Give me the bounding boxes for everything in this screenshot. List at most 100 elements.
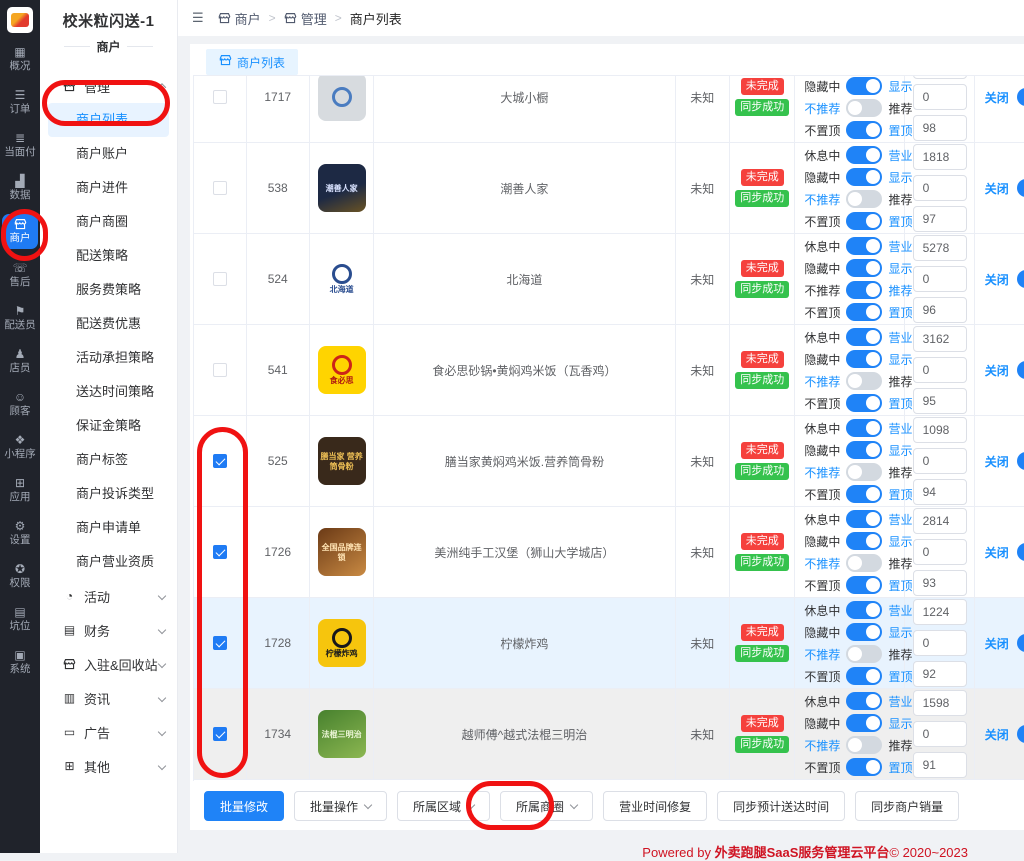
rail-item-face-pay[interactable]: ≣ 当面付: [0, 128, 40, 162]
recommend-toggle[interactable]: [846, 99, 883, 117]
sidebar-item-配送策略[interactable]: 配送策略: [76, 248, 129, 263]
visible-toggle[interactable]: [846, 77, 883, 95]
rail-item-permission[interactable]: ✪ 权限: [0, 559, 40, 593]
number-input[interactable]: [912, 388, 967, 414]
sidebar-item-服务费策略[interactable]: 服务费策略: [76, 282, 142, 297]
top-toggle[interactable]: [846, 758, 883, 776]
breadcrumb-管理[interactable]: 管理: [284, 9, 327, 28]
close-link[interactable]: 关闭: [984, 636, 1009, 651]
edge-clipped-toggle[interactable]: [1016, 634, 1024, 652]
number-input[interactable]: [912, 297, 967, 323]
rail-item-staff[interactable]: ♟ 店员: [0, 344, 40, 378]
close-link[interactable]: 关闭: [984, 727, 1009, 742]
sidebar-item-送达时间策略[interactable]: 送达时间策略: [76, 384, 155, 399]
number-input[interactable]: [912, 206, 967, 232]
recommend-toggle[interactable]: [846, 190, 883, 208]
visible-toggle[interactable]: [846, 350, 883, 368]
rail-item-slot[interactable]: ▤ 坑位: [0, 602, 40, 636]
menu-group-资讯[interactable]: ▥ 资讯: [40, 681, 177, 715]
row-checkbox[interactable]: [212, 454, 227, 468]
visible-toggle[interactable]: [846, 168, 883, 186]
business-toggle[interactable]: [846, 692, 883, 710]
close-link[interactable]: 关闭: [984, 181, 1009, 196]
number-input[interactable]: [912, 144, 967, 170]
number-input[interactable]: [912, 326, 967, 352]
business-toggle[interactable]: [846, 146, 883, 164]
number-input[interactable]: [912, 630, 967, 656]
recommend-toggle[interactable]: [846, 463, 883, 481]
close-link[interactable]: 关闭: [984, 90, 1009, 105]
button-营业时间修复[interactable]: 营业时间修复: [603, 791, 708, 821]
sidebar-item-保证金策略[interactable]: 保证金策略: [76, 418, 142, 433]
row-checkbox[interactable]: [212, 272, 227, 286]
number-input[interactable]: [912, 76, 967, 79]
row-checkbox[interactable]: [212, 363, 227, 377]
sidebar-item-商户申请单[interactable]: 商户申请单: [76, 520, 142, 535]
top-toggle[interactable]: [846, 212, 883, 230]
business-toggle[interactable]: [846, 328, 883, 346]
visible-toggle[interactable]: [846, 623, 883, 641]
edge-clipped-toggle[interactable]: [1016, 88, 1024, 106]
menu-fold-icon[interactable]: ☰: [192, 10, 204, 25]
button-批量操作[interactable]: 批量操作: [294, 791, 388, 821]
number-input[interactable]: [912, 539, 967, 565]
tab-merchant-list[interactable]: 商户列表: [206, 49, 299, 75]
business-toggle[interactable]: [846, 237, 883, 255]
sidebar-item-商户投诉类型[interactable]: 商户投诉类型: [76, 486, 155, 501]
rail-item-courier[interactable]: ⚑ 配送员: [0, 301, 40, 335]
visible-toggle[interactable]: [846, 532, 883, 550]
button-所属区域[interactable]: 所属区域: [397, 791, 491, 821]
button-同步预计送达时间[interactable]: 同步预计送达时间: [717, 791, 846, 821]
rail-item-merchant[interactable]: 商户: [2, 214, 38, 249]
menu-group-其他[interactable]: ⊞ 其他: [40, 749, 177, 783]
rail-item-after-sale[interactable]: ☏ 售后: [0, 258, 40, 292]
breadcrumb-商户[interactable]: 商户: [218, 9, 261, 28]
menu-group-入驻&回收站[interactable]: 入驻&回收站: [40, 647, 177, 681]
rail-item-settings[interactable]: ⚙ 设置: [0, 516, 40, 550]
number-input[interactable]: [912, 479, 967, 505]
number-input[interactable]: [912, 570, 967, 596]
row-checkbox[interactable]: [212, 90, 227, 104]
number-input[interactable]: [912, 690, 967, 716]
edge-clipped-toggle[interactable]: [1016, 725, 1024, 743]
button-批量修改[interactable]: 批量修改: [204, 791, 285, 821]
number-input[interactable]: [912, 357, 967, 383]
sidebar-item-商户营业资质[interactable]: 商户营业资质: [76, 554, 155, 569]
edge-clipped-toggle[interactable]: [1016, 179, 1024, 197]
recommend-toggle[interactable]: [846, 372, 883, 390]
top-toggle[interactable]: [846, 576, 883, 594]
close-link[interactable]: 关闭: [984, 545, 1009, 560]
top-toggle[interactable]: [846, 121, 883, 139]
edge-clipped-toggle[interactable]: [1016, 543, 1024, 561]
rail-item-apps[interactable]: ⊞ 应用: [0, 473, 40, 507]
edge-clipped-toggle[interactable]: [1016, 361, 1024, 379]
recommend-toggle[interactable]: [846, 645, 883, 663]
sidebar-item-商户商圈[interactable]: 商户商圈: [76, 214, 129, 229]
rail-item-overview[interactable]: ▦ 概况: [0, 42, 40, 76]
visible-toggle[interactable]: [846, 259, 883, 277]
menu-group-广告[interactable]: ▭ 广告: [40, 715, 177, 749]
rail-item-data[interactable]: ▟ 数据: [0, 171, 40, 205]
rail-item-customer[interactable]: ☺ 顾客: [0, 387, 40, 421]
sidebar-item-商户标签[interactable]: 商户标签: [76, 452, 129, 467]
number-input[interactable]: [912, 115, 967, 141]
business-toggle[interactable]: [846, 419, 883, 437]
number-input[interactable]: [912, 508, 967, 534]
recommend-toggle[interactable]: [846, 736, 883, 754]
business-toggle[interactable]: [846, 510, 883, 528]
button-所属商圈[interactable]: 所属商圈: [500, 791, 594, 821]
number-input[interactable]: [912, 752, 967, 778]
sidebar-item-商户账户[interactable]: 商户账户: [76, 146, 129, 161]
rail-item-system[interactable]: ▣ 系统: [0, 645, 40, 679]
number-input[interactable]: [912, 84, 967, 110]
sidebar-item-活动承担策略[interactable]: 活动承担策略: [76, 350, 155, 365]
button-同步商户销量[interactable]: 同步商户销量: [855, 791, 960, 821]
number-input[interactable]: [912, 175, 967, 201]
number-input[interactable]: [912, 266, 967, 292]
row-checkbox[interactable]: [212, 181, 227, 195]
close-link[interactable]: 关闭: [984, 363, 1009, 378]
sidebar-item-商户进件[interactable]: 商户进件: [76, 180, 129, 195]
close-link[interactable]: 关闭: [984, 272, 1009, 287]
rail-item-mini-program[interactable]: ❖ 小程序: [0, 430, 40, 464]
top-toggle[interactable]: [846, 303, 883, 321]
